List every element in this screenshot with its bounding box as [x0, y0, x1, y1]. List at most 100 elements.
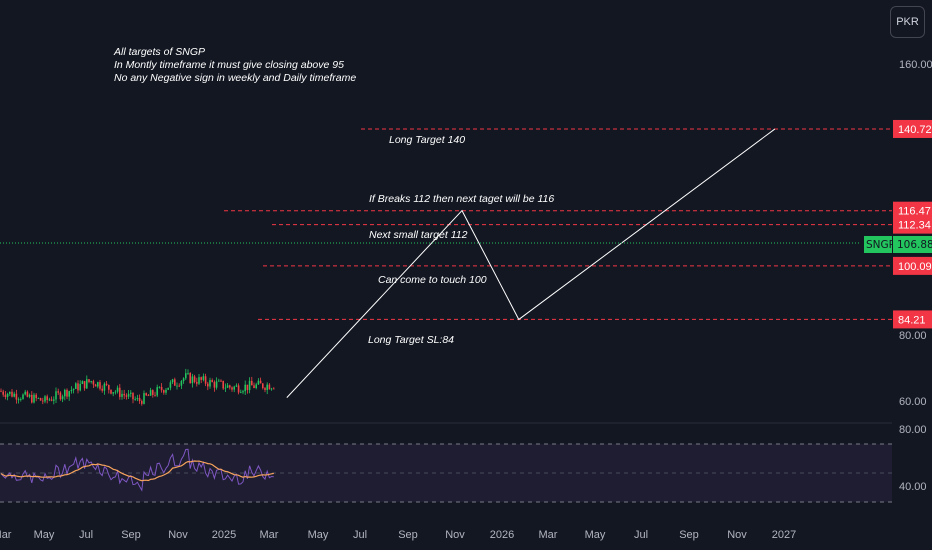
candle-body [229, 385, 231, 388]
candle-body [193, 376, 196, 382]
candle-body [266, 384, 268, 390]
candle-body [112, 392, 114, 394]
price-tag-label: 84.21 [898, 314, 926, 326]
candle-body [99, 382, 101, 389]
candle-body [116, 387, 119, 392]
candle-body [20, 399, 22, 400]
candle-body [171, 379, 174, 383]
rsi-tick-80: 80.00 [899, 424, 927, 436]
x-tick-label: May [308, 529, 329, 541]
price-tag-bg [893, 201, 932, 220]
candle-body [136, 398, 139, 400]
candle-body [268, 384, 271, 390]
candle-body [92, 381, 95, 385]
candle-body [132, 392, 134, 400]
candle-body [176, 385, 178, 387]
candle-body [59, 392, 62, 400]
candle-body [44, 396, 46, 402]
x-tick-label: 2027 [772, 529, 796, 541]
x-tick-label: Nov [727, 529, 747, 541]
y-tick-160: 160.00 [899, 59, 932, 71]
annotation-long-sl: Long Target SL:84 [368, 334, 454, 346]
candle-body [253, 385, 255, 389]
candle-body [220, 380, 222, 382]
candle-body [233, 386, 235, 390]
candle-body [196, 381, 198, 384]
candle-body [158, 386, 161, 388]
candle-body [72, 388, 75, 390]
annotation-next-small: Next small target 112 [369, 229, 468, 241]
candle-body [125, 395, 128, 397]
price-levels [224, 128, 892, 320]
candle-body [110, 389, 112, 394]
candle-body [143, 393, 145, 404]
rsi-tick-40: 40.00 [899, 481, 927, 493]
candle-body [101, 388, 103, 391]
candle-body [224, 387, 227, 389]
candle-body [64, 389, 66, 397]
x-tick-label: Sep [679, 529, 699, 541]
candle-body [57, 391, 59, 393]
note-line-1: All targets of SNGP [113, 46, 205, 58]
candle-body [169, 382, 172, 388]
candle-body [28, 394, 31, 397]
candle-body [207, 383, 209, 387]
candle-body [198, 377, 200, 384]
x-tick-label: Sep [398, 529, 418, 541]
x-tick-label: Jul [79, 529, 93, 541]
price-tag-label: 140.72 [898, 124, 932, 136]
projection-line [286, 128, 776, 398]
rsi-ma-line [0, 460, 274, 482]
candle-body [103, 383, 106, 391]
candle-body [235, 385, 238, 387]
candle-body [264, 388, 266, 390]
candle-body [97, 382, 99, 387]
candle-body [130, 392, 132, 394]
candle-body [90, 381, 92, 382]
candle-body [156, 387, 158, 396]
candle-body [88, 379, 90, 382]
candle-body [226, 385, 229, 388]
current-symbol: SNGP [866, 239, 895, 251]
x-tick-label: Sep [121, 529, 141, 541]
candle-body [121, 393, 123, 397]
candle-body [182, 378, 185, 382]
x-tick-label: May [34, 529, 55, 541]
candle-body [255, 384, 257, 389]
candle-body [26, 391, 29, 397]
candle-body [180, 381, 183, 386]
candle-body [204, 376, 207, 384]
price-tag-bg [893, 215, 932, 234]
candle-body [17, 399, 20, 401]
candle-body [154, 394, 156, 396]
candle-body [141, 400, 143, 404]
candle-body [55, 391, 57, 400]
candle-body [189, 372, 191, 384]
candle-body [160, 386, 163, 391]
candle-body [251, 380, 253, 386]
candle-body [86, 379, 88, 389]
candle-body [127, 393, 130, 397]
current-price-tag: SNGP 106.88 [864, 236, 932, 253]
y-tick-60: 60.00 [899, 396, 927, 408]
candle-body [215, 381, 218, 388]
x-tick-label: Jul [634, 529, 648, 541]
currency-button[interactable]: PKR [890, 6, 925, 38]
candle-body [37, 398, 40, 399]
candle-body [262, 383, 264, 389]
candle-body [81, 381, 84, 384]
candle-body [147, 395, 150, 397]
candle-body [174, 379, 176, 386]
x-tick-label: Mar [539, 529, 558, 541]
candle-body [15, 393, 18, 400]
candle-body [167, 387, 169, 390]
candle-body [9, 391, 11, 394]
annotation-breaks: If Breaks 112 then next taget will be 11… [369, 193, 554, 205]
candle-body [22, 394, 24, 400]
candle-body [257, 380, 260, 385]
candle-body [244, 384, 246, 392]
x-tick-label: Jul [353, 529, 367, 541]
candle-body [46, 396, 48, 401]
